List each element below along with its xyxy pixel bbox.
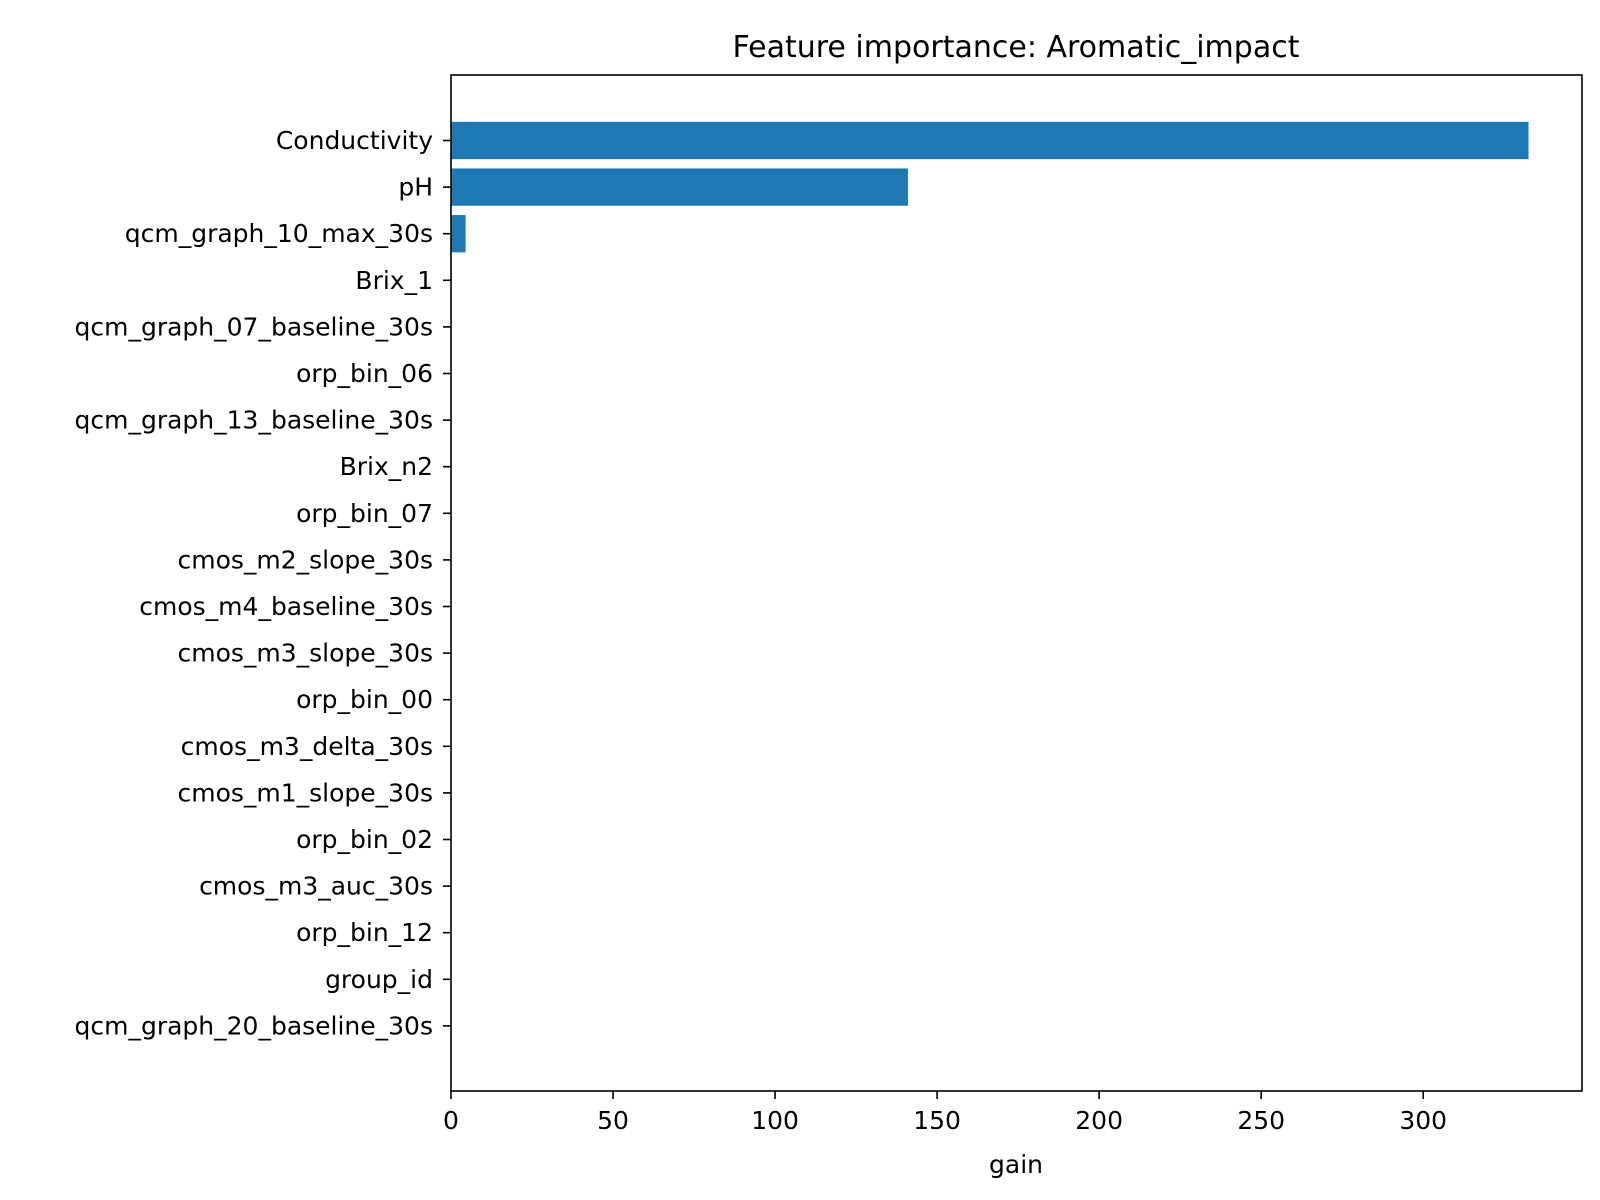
y-tick-label: Brix_n2: [340, 452, 433, 481]
x-axis: 0 50 100 150 200 250 300: [443, 1091, 1447, 1135]
x-tick-label: 150: [913, 1106, 961, 1135]
y-tick-label: orp_bin_02: [296, 825, 433, 854]
y-tick-label: qcm_graph_10_max_30s: [125, 219, 433, 248]
x-tick-label: 0: [443, 1106, 459, 1135]
x-tick-label: 100: [751, 1106, 799, 1135]
y-tick-label: Brix_1: [355, 266, 433, 295]
bar: [451, 168, 908, 206]
chart-title: Feature importance: Aromatic_impact: [733, 30, 1300, 65]
x-tick-label: 250: [1237, 1106, 1285, 1135]
y-tick-label: orp_bin_07: [296, 499, 433, 528]
bars-group: [451, 121, 1529, 253]
y-tick-label: orp_bin_06: [296, 359, 433, 388]
y-tick-label: qcm_graph_13_baseline_30s: [74, 406, 433, 435]
x-tick-label: 200: [1075, 1106, 1123, 1135]
y-tick-label: qcm_graph_20_baseline_30s: [74, 1011, 433, 1040]
y-tick-label: cmos_m3_delta_30s: [181, 732, 433, 761]
y-tick-label: orp_bin_00: [296, 685, 433, 714]
bar: [451, 121, 1529, 160]
y-tick-label: qcm_graph_07_baseline_30s: [74, 312, 433, 341]
y-tick-label: pH: [398, 173, 433, 202]
plot-frame: [450, 74, 1583, 1092]
x-tick-label: 300: [1399, 1106, 1447, 1135]
bar: [451, 215, 466, 253]
y-tick-label: Conductivity: [276, 126, 433, 155]
y-tick-label: cmos_m4_baseline_30s: [139, 592, 433, 621]
y-axis: Conductivity pH qcm_graph_10_max_30s Brix_1…: [74, 126, 451, 1040]
y-tick-label: cmos_m1_slope_30s: [177, 778, 433, 807]
x-tick-label: 50: [597, 1106, 629, 1135]
x-axis-label: gain: [989, 1150, 1043, 1179]
y-tick-label: group_id: [325, 965, 433, 994]
y-tick-label: orp_bin_12: [296, 918, 433, 947]
y-tick-label: cmos_m3_auc_30s: [199, 872, 433, 901]
y-tick-label: cmos_m3_slope_30s: [177, 639, 433, 668]
y-tick-label: cmos_m2_slope_30s: [177, 545, 433, 574]
